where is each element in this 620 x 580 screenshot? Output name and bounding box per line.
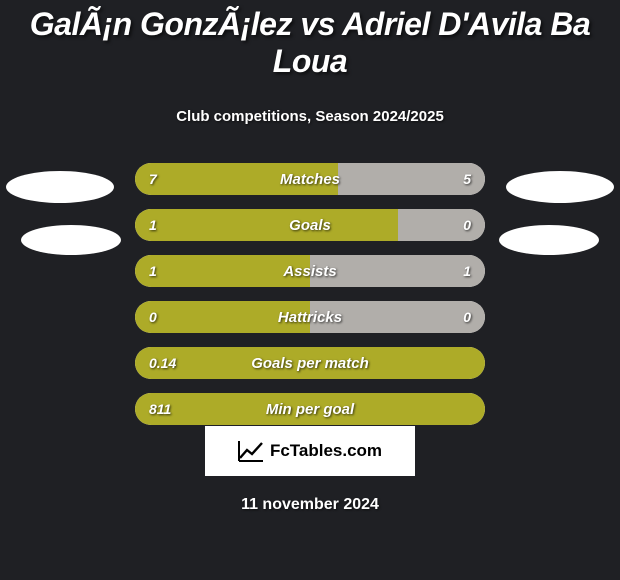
stat-fill-left [135,347,485,379]
chart-icon [238,440,264,462]
stat-fill-left [135,163,338,195]
stat-rows-container: 75Matches 10Goals 11Assists 00Hattricks 0.14… [135,163,485,439]
page-subtitle: Club competitions, Season 2024/2025 [0,108,620,125]
page-title: GalÃ¡n GonzÃ¡lez vs Adriel D'Avila Ba Lo… [0,0,620,80]
stat-row: 11Assists [135,255,485,287]
stat-row: 00Hattricks [135,301,485,333]
stat-fill-left [135,209,398,241]
comparison-chart: 75Matches 10Goals 11Assists 00Hattricks 0.14… [0,163,620,423]
stat-fill-left [135,255,310,287]
stat-fill-right [338,163,485,195]
snapshot-date: 11 november 2024 [0,496,620,514]
stat-fill-right [398,209,486,241]
logo-text: FcTables.com [270,441,382,461]
avatar-player-left-2 [21,225,121,255]
avatar-player-left-1 [6,171,114,203]
avatar-player-right-2 [499,225,599,255]
stat-row: 0.14Goals per match [135,347,485,379]
stat-row: 75Matches [135,163,485,195]
stat-fill-left [135,393,485,425]
avatar-player-right-1 [506,171,614,203]
stat-fill-right [310,301,485,333]
stat-row: 811Min per goal [135,393,485,425]
stat-fill-right [310,255,485,287]
stat-row: 10Goals [135,209,485,241]
stat-fill-left [135,301,310,333]
